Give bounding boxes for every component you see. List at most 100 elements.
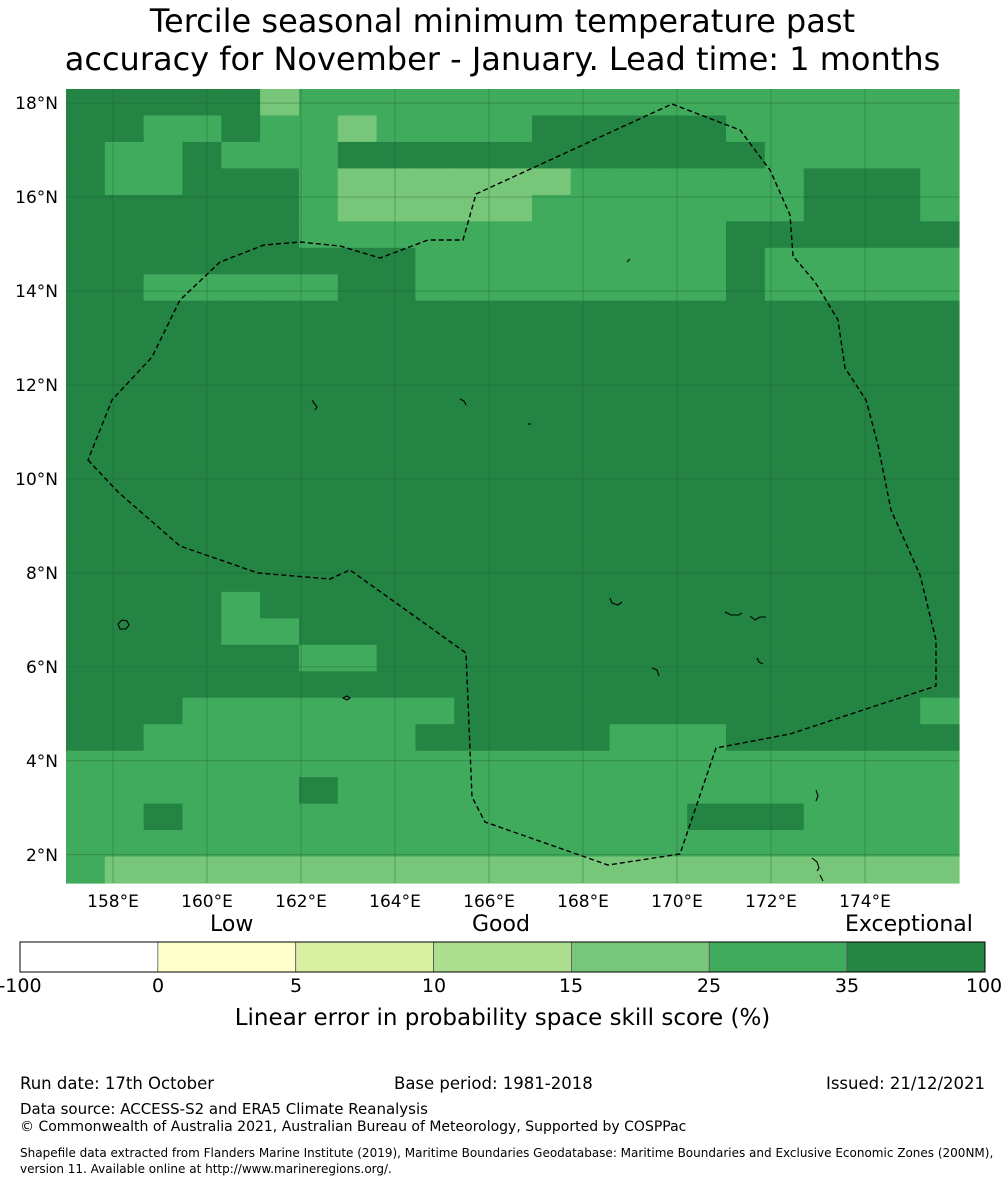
grid-cell — [842, 565, 882, 593]
grid-cell — [687, 803, 727, 831]
grid-cell — [726, 433, 766, 461]
grid-cell — [881, 247, 921, 275]
grid-cell — [764, 644, 805, 672]
grid-cell — [881, 671, 921, 699]
grid-cell — [726, 89, 766, 117]
grid-cell — [337, 671, 378, 699]
skill-grid — [66, 89, 960, 884]
grid-cell — [726, 618, 766, 646]
grid-cell — [570, 194, 611, 222]
grid-cell — [881, 89, 921, 117]
y-tick-label: 18°N — [15, 94, 58, 114]
grid-cell — [493, 327, 533, 355]
grid-cell — [337, 89, 378, 117]
grid-cell — [881, 777, 921, 805]
grid-cell — [182, 644, 222, 672]
island-outline — [117, 619, 130, 630]
grid-cell — [609, 89, 649, 117]
grid-cell — [454, 697, 494, 725]
grid-cell — [182, 724, 222, 752]
grid-cell — [920, 141, 960, 169]
grid-cell — [803, 856, 844, 884]
grid-cell — [337, 327, 378, 355]
grid-cell — [570, 803, 611, 831]
grid-cell — [376, 353, 417, 381]
grid-cell — [415, 803, 455, 831]
grid-cell — [143, 89, 184, 117]
grid-cell — [66, 565, 106, 593]
grid-cell — [531, 300, 572, 328]
grid-cell — [143, 274, 184, 302]
grid-cell — [842, 671, 882, 699]
grid-cell — [920, 353, 960, 381]
grid-cell — [104, 380, 145, 408]
grid-cell — [143, 697, 184, 725]
grid-cell — [104, 512, 145, 540]
grid-cell — [454, 671, 494, 699]
grid-cell — [66, 671, 106, 699]
grid-cell — [337, 538, 378, 566]
grid-cell — [493, 724, 533, 752]
grid-cell — [842, 724, 882, 752]
grid-cell — [66, 777, 106, 805]
grid-cell — [66, 300, 106, 328]
grid-cell — [842, 300, 882, 328]
grid-cell — [415, 724, 455, 752]
grid-cell — [66, 750, 106, 778]
colorbar-segment — [433, 941, 572, 973]
grid-cell — [687, 565, 727, 593]
y-tick-label: 8°N — [26, 564, 58, 584]
grid-cell — [920, 618, 960, 646]
grid-cell — [376, 327, 417, 355]
grid-cell — [182, 380, 222, 408]
grid-cell — [609, 327, 649, 355]
grid-cell — [298, 671, 339, 699]
grid-cell — [687, 380, 727, 408]
grid-cell — [415, 221, 455, 249]
grid-cell — [920, 274, 960, 302]
grid-cell — [337, 459, 378, 487]
grid-cell — [415, 777, 455, 805]
y-tick-label: 14°N — [15, 282, 58, 302]
grid-cell — [609, 433, 649, 461]
grid-cell — [726, 644, 766, 672]
grid-cell — [803, 644, 844, 672]
grid-cell — [687, 830, 727, 858]
grid-cell — [454, 618, 494, 646]
grid-cell — [182, 856, 222, 884]
grid-cell — [143, 644, 184, 672]
grid-cell — [881, 750, 921, 778]
grid-cell — [726, 486, 766, 514]
grid-cell — [764, 168, 805, 196]
y-tick-label: 16°N — [15, 188, 58, 208]
grid-cell — [376, 803, 417, 831]
grid-cell — [298, 724, 339, 752]
grid-cell — [415, 274, 455, 302]
grid-cell — [66, 697, 106, 725]
grid-cell — [648, 671, 688, 699]
grid-cell — [570, 512, 611, 540]
grid-cell — [260, 89, 300, 117]
grid-cell — [104, 300, 145, 328]
grid-cell — [298, 300, 339, 328]
map-axes: 158°E 160°E 162°E 164°E 166°E 168°E 170°E 172°E… — [15, 94, 891, 912]
grid-cell — [104, 486, 145, 514]
grid-cell — [493, 565, 533, 593]
grid-cell — [221, 777, 261, 805]
grid-cell — [104, 115, 145, 143]
grid-cell — [570, 141, 611, 169]
grid-cell — [764, 512, 805, 540]
grid-cell — [920, 512, 960, 540]
grid-cell — [415, 565, 455, 593]
grid-cell — [104, 803, 145, 831]
grid-cell — [415, 830, 455, 858]
grid-cell — [687, 459, 727, 487]
grid-cell — [260, 830, 300, 858]
grid-cell — [726, 538, 766, 566]
grid-cell — [726, 671, 766, 699]
grid-cell — [881, 591, 921, 619]
grid-cell — [842, 89, 882, 117]
grid-cell — [920, 115, 960, 143]
grid-cell — [337, 644, 378, 672]
grid-cell — [221, 141, 261, 169]
